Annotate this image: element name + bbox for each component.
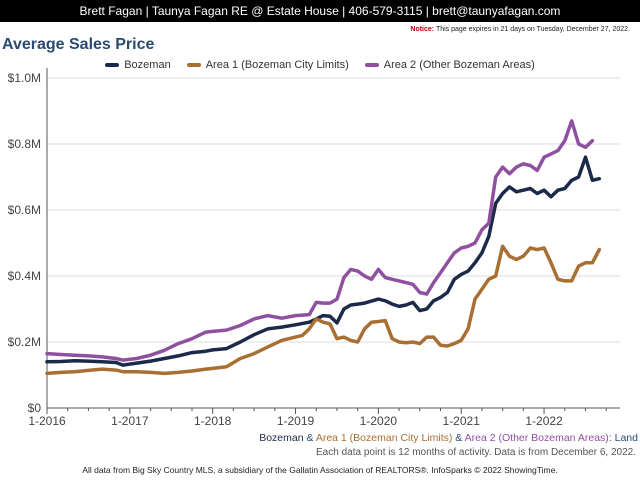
x-tick-label: 1-2018: [194, 414, 232, 428]
series-line-1: [45, 155, 602, 367]
chart-legend: Bozeman Area 1 (Bozeman City Limits) Are…: [0, 58, 640, 72]
legend-label-area2: Area 2 (Other Bozeman Areas): [383, 59, 535, 71]
y-tick-label: $0.6M: [8, 203, 41, 217]
x-tick-label: 1-2020: [360, 414, 398, 428]
x-tick-label: 1-2019: [277, 414, 315, 428]
notice-label: Notice:: [410, 26, 435, 33]
notice-text: This page expires in 21 days on Tuesday,…: [435, 26, 630, 33]
x-tick-label: 1-2017: [111, 414, 149, 428]
legend-item-area2[interactable]: Area 2 (Other Bozeman Areas): [364, 58, 535, 72]
series-line-3: [45, 119, 595, 362]
caption-area2: Area 2 (Other Bozeman Areas): [464, 432, 609, 444]
legend-item-bozeman[interactable]: Bozeman: [105, 58, 171, 72]
legend-label-bozeman: Bozeman: [124, 59, 171, 71]
y-tick-label: $0.2M: [8, 335, 41, 349]
legend-swatch-area1: [186, 63, 201, 67]
caption-sep-1: &: [303, 432, 316, 444]
y-tick-label: $0.4M: [8, 269, 41, 283]
legend-swatch-area2: [364, 63, 379, 67]
x-tick-label: 1-2021: [443, 414, 481, 428]
y-tick-label: $0: [28, 401, 42, 415]
caption-area1: Area 1 (Bozeman City Limits): [315, 432, 453, 444]
y-tick-label: $1.0M: [8, 71, 41, 85]
legend-swatch-bozeman: [105, 63, 120, 67]
chart-title: Average Sales Price: [2, 36, 155, 53]
series-line-2: [45, 244, 602, 376]
x-tick-label: 1-2022: [525, 414, 563, 428]
series-caption: Bozeman & Area 1 (Bozeman City Limits) &…: [259, 432, 638, 444]
caption-sep-2: &: [452, 432, 465, 444]
x-tick-label: 1-2016: [28, 414, 66, 428]
data-note: Each data point is 12 months of activity…: [316, 447, 636, 458]
expiry-notice: Notice: This page expires in 21 days on …: [410, 26, 630, 33]
contact-banner: Brett Fagan | Taunya Fagan RE @ Estate H…: [0, 0, 640, 22]
legend-label-area1: Area 1 (Bozeman City Limits): [205, 59, 349, 71]
caption-bozeman: Bozeman: [259, 432, 304, 444]
legend-item-area1[interactable]: Area 1 (Bozeman City Limits): [186, 58, 349, 72]
caption-property-type: : Land: [608, 432, 638, 444]
source-footer: All data from Big Sky Country MLS, a sub…: [82, 465, 558, 475]
contact-text: Brett Fagan | Taunya Fagan RE @ Estate H…: [79, 4, 561, 18]
y-tick-label: $0.8M: [8, 137, 41, 151]
